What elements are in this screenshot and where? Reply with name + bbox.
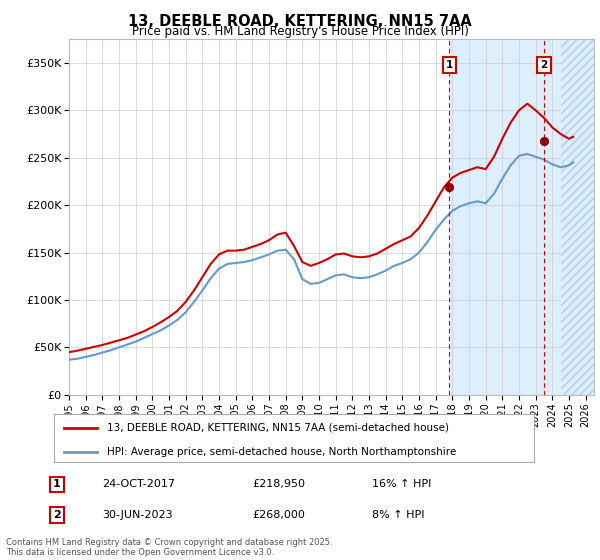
Text: 13, DEEBLE ROAD, KETTERING, NN15 7AA: 13, DEEBLE ROAD, KETTERING, NN15 7AA [128, 14, 472, 29]
Bar [560, 39, 594, 395]
Text: 1: 1 [53, 479, 61, 489]
Text: 13, DEEBLE ROAD, KETTERING, NN15 7AA (semi-detached house): 13, DEEBLE ROAD, KETTERING, NN15 7AA (se… [107, 423, 449, 433]
Text: Price paid vs. HM Land Registry's House Price Index (HPI): Price paid vs. HM Land Registry's House … [131, 25, 469, 38]
Text: 2: 2 [541, 60, 548, 70]
Text: £218,950: £218,950 [252, 479, 305, 489]
Bar [449, 39, 594, 395]
Text: 16% ↑ HPI: 16% ↑ HPI [372, 479, 431, 489]
Text: 2: 2 [53, 510, 61, 520]
Text: 24-OCT-2017: 24-OCT-2017 [102, 479, 175, 489]
Text: 1: 1 [446, 60, 453, 70]
Text: £268,000: £268,000 [252, 510, 305, 520]
Text: HPI: Average price, semi-detached house, North Northamptonshire: HPI: Average price, semi-detached house,… [107, 446, 456, 456]
Text: Contains HM Land Registry data © Crown copyright and database right 2025.
This d: Contains HM Land Registry data © Crown c… [6, 538, 332, 557]
Text: 30-JUN-2023: 30-JUN-2023 [102, 510, 173, 520]
Text: 8% ↑ HPI: 8% ↑ HPI [372, 510, 425, 520]
